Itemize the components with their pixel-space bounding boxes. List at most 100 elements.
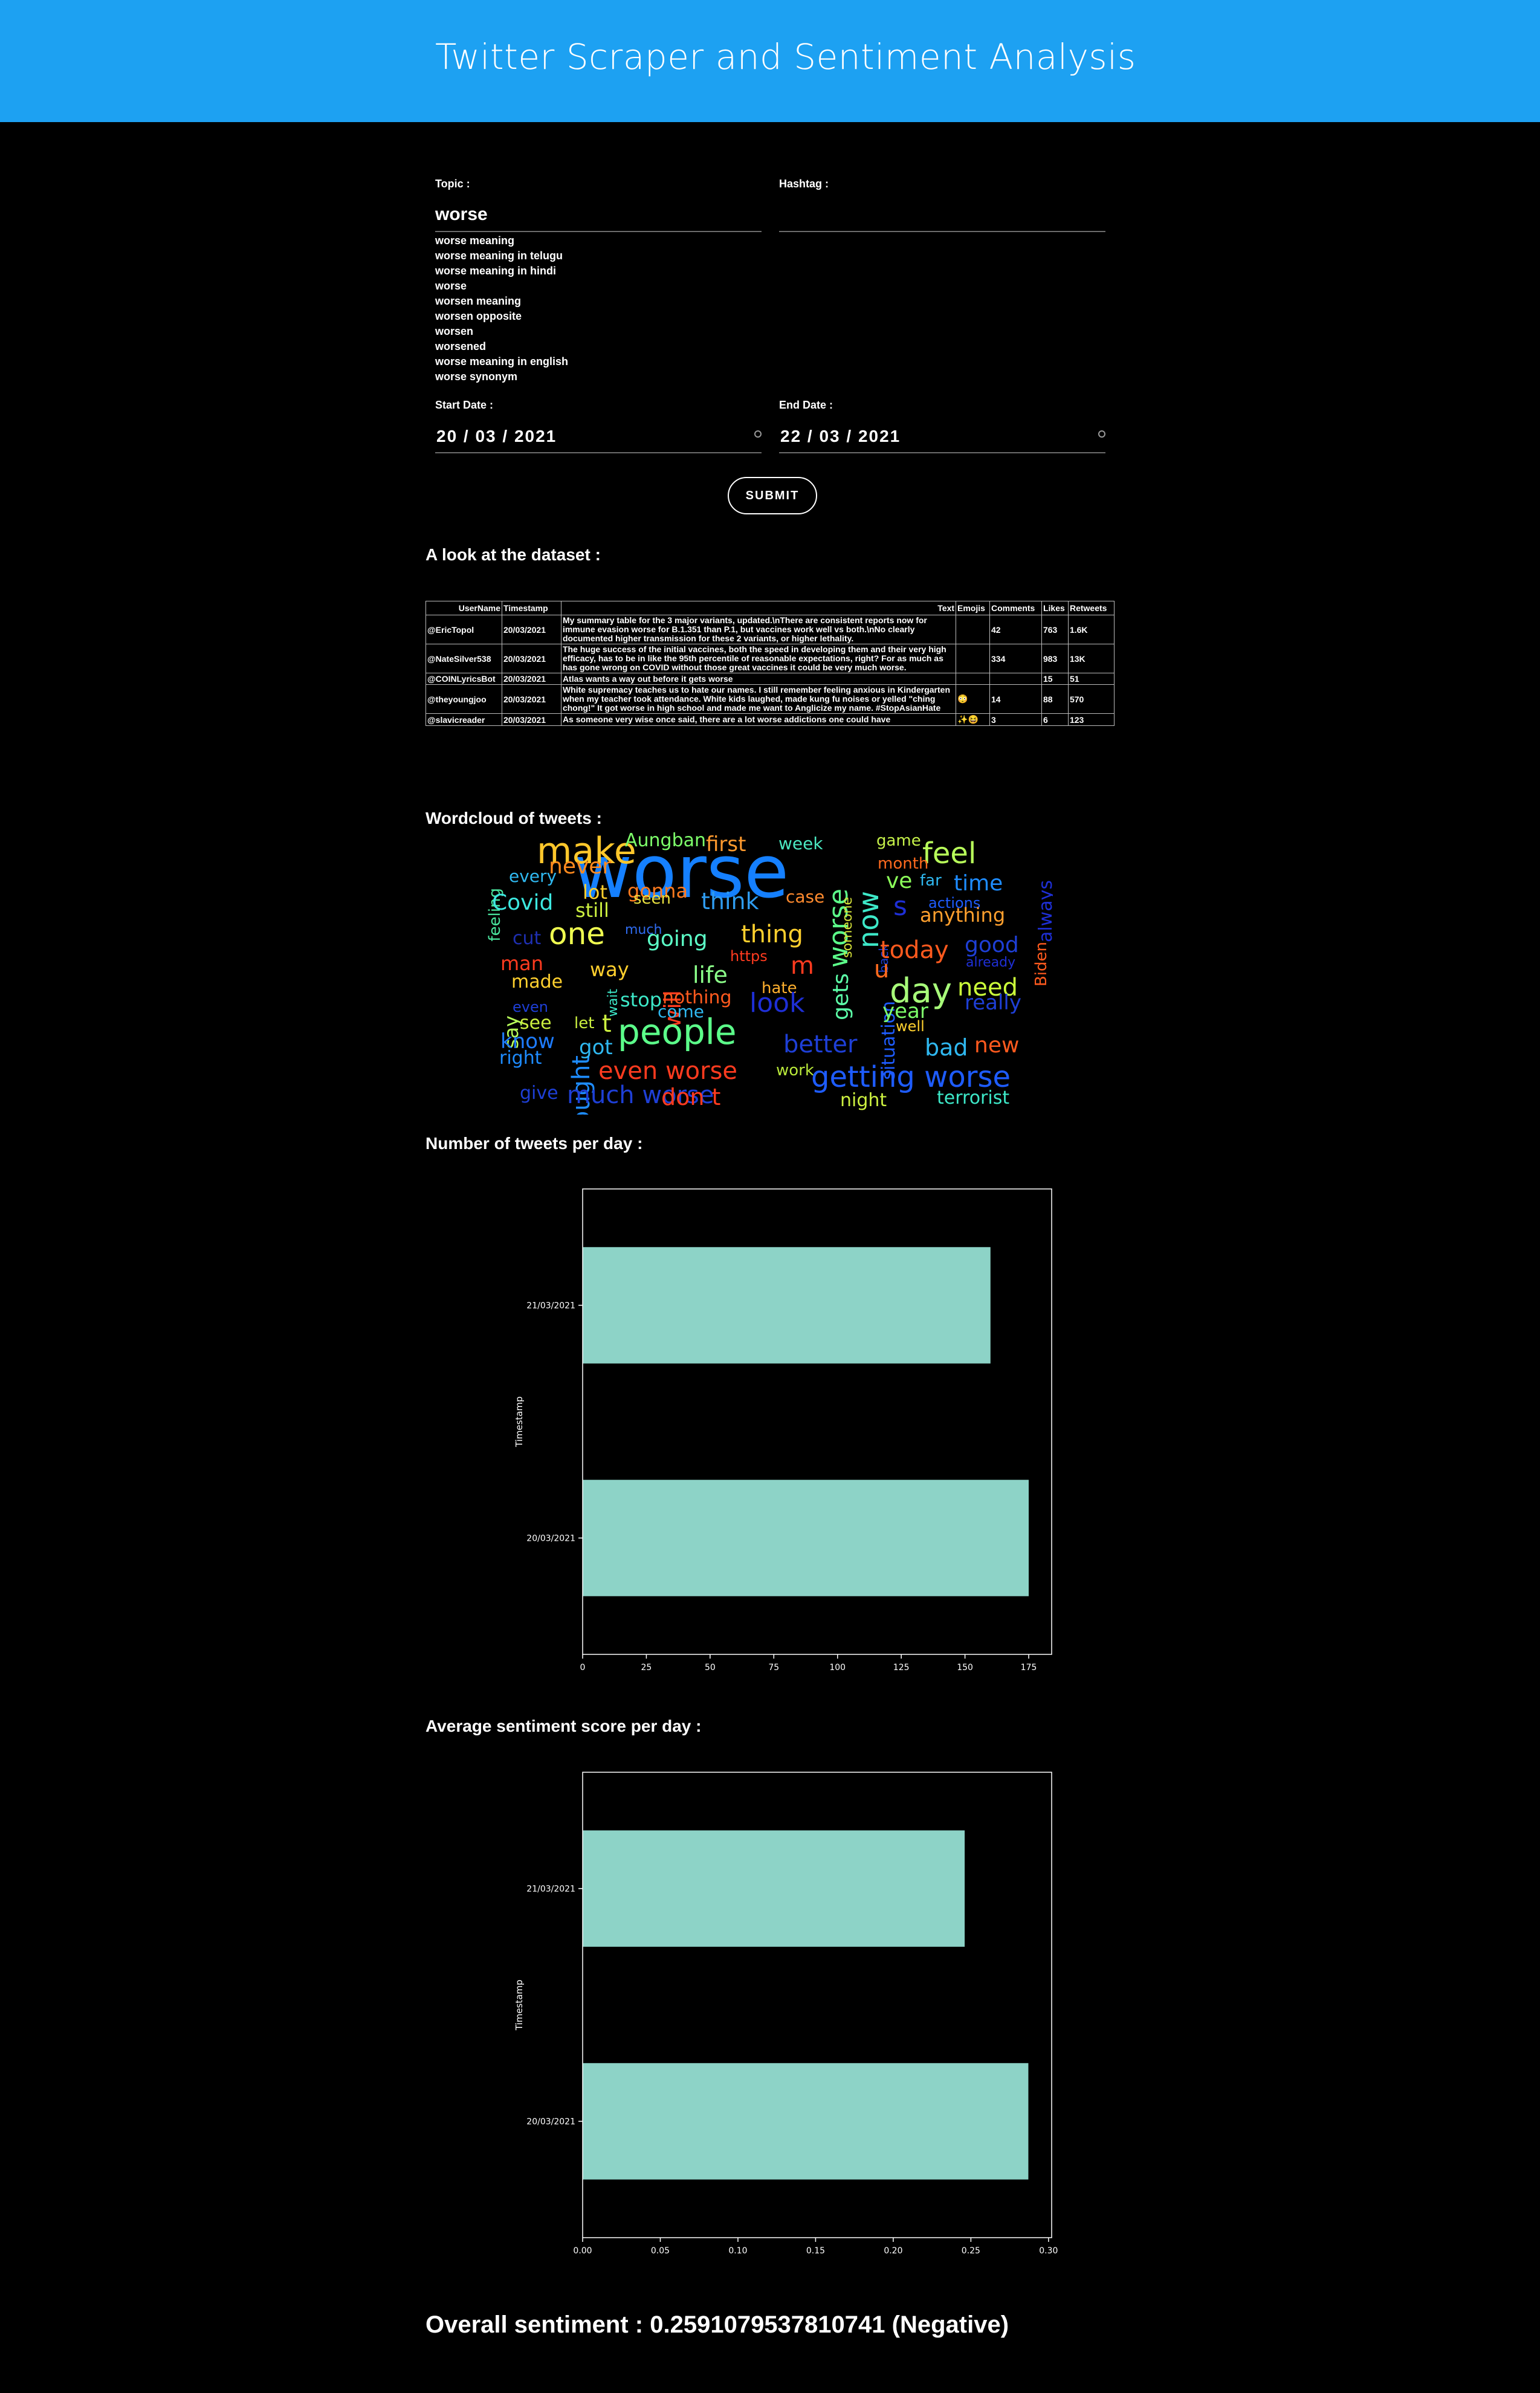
wordcloud-word: Biden — [1032, 942, 1050, 987]
cell-likes: 983 — [1041, 644, 1069, 673]
tweets-per-day-chart: 21/03/2021 20/03/2021 0 25 50 75 100 125 150 175 T… — [425, 1182, 1115, 1680]
calendar-icon[interactable] — [754, 430, 762, 438]
bar — [583, 2063, 1029, 2180]
cell-timestamp: 20/03/2021 — [501, 673, 561, 685]
wordcloud-word: going — [647, 927, 708, 951]
column-header-likes: Likes — [1041, 601, 1069, 615]
topic-input[interactable]: worse — [435, 199, 762, 232]
cell-username: @NateSilver538 — [425, 644, 502, 673]
wordcloud-word: always — [1035, 880, 1053, 943]
cell-likes: 763 — [1041, 615, 1069, 644]
wordcloud-word: really — [965, 991, 1021, 1015]
x-tick-label: 0.00 — [573, 2246, 592, 2256]
cell-timestamp: 20/03/2021 — [501, 615, 561, 644]
cell-emojis — [956, 644, 990, 673]
wordcloud-word: anything — [920, 904, 1006, 927]
wordcloud-image: worse make Aungban first week game feel never ev… — [482, 831, 1053, 1115]
wordcloud-word: night — [840, 1090, 887, 1111]
start-date-input[interactable]: 20 / 03 / 2021 — [435, 421, 762, 453]
end-date-value: 22 / 03 / 2021 — [780, 427, 901, 445]
topic-label: Topic : — [435, 178, 470, 190]
cell-text: White supremacy teaches us to hate our n… — [560, 684, 957, 714]
wordcloud-word: m — [791, 952, 814, 980]
wordcloud-word: Aungban — [625, 831, 707, 851]
wordcloud-word: month — [878, 855, 929, 873]
wordcloud-word: year — [882, 999, 928, 1023]
app-header: Twitter Scraper and Sentiment Analysis — [0, 0, 1540, 122]
table-row: @COINLyricsBot 20/03/2021 Atlas wants a wa… — [425, 673, 1115, 685]
wordcloud-word: getting worse — [811, 1060, 1011, 1094]
cell-text: As someone very wise once said, there ar… — [560, 713, 957, 726]
wordcloud-word: much worse — [567, 1081, 714, 1109]
bar — [583, 1480, 1029, 1596]
x-tick-label: 100 — [829, 1663, 846, 1673]
wordcloud-word: still — [575, 899, 609, 922]
cell-comments — [989, 673, 1042, 685]
suggestion-item[interactable]: worse meaning in hindi — [435, 265, 557, 277]
x-tick-label: 0.25 — [962, 2246, 980, 2256]
suggestion-item[interactable]: worsen — [435, 325, 474, 337]
table-row: @NateSilver538 20/03/2021 The huge success… — [425, 644, 1115, 673]
hashtag-label: Hashtag : — [779, 178, 829, 190]
hashtag-input[interactable] — [779, 199, 1105, 232]
cell-timestamp: 20/03/2021 — [501, 713, 561, 726]
column-header-emojis: Emojis — [956, 601, 990, 615]
wordcloud-word: case — [786, 887, 825, 907]
suggestion-item[interactable]: worse meaning — [435, 235, 515, 247]
topic-suggestions: worse meaning worse meaning in telugu wors… — [435, 233, 762, 384]
suggestion-item[interactable]: worsen opposite — [435, 310, 522, 322]
x-tick-label: 0.30 — [1039, 2246, 1058, 2256]
wordcloud-word: today — [880, 936, 949, 964]
wordcloud-word: thing — [741, 921, 803, 948]
wordcloud-word: made — [511, 971, 563, 992]
cell-timestamp: 20/03/2021 — [501, 684, 561, 714]
plot-frame — [582, 1772, 1052, 2238]
cell-timestamp: 20/03/2021 — [501, 644, 561, 673]
wordcloud-word: actions — [928, 895, 981, 912]
suggestion-item[interactable]: worse synonym — [435, 371, 518, 383]
dataset-table: UserName Timestamp Text Emojis Comments Likes… — [425, 601, 1115, 726]
plot-frame — [582, 1188, 1052, 1655]
suggestion-item[interactable]: worse meaning in english — [435, 355, 569, 368]
wordcloud-word: first — [706, 832, 746, 856]
topic-input-value: worse — [435, 204, 488, 224]
x-tick-label: 175 — [1021, 1663, 1037, 1673]
calendar-icon[interactable] — [1098, 430, 1105, 438]
y-tick-label: 20/03/2021 — [526, 1534, 575, 1544]
x-tick-label: 0.20 — [884, 2246, 902, 2256]
dataset-title: A look at the dataset : — [425, 545, 601, 564]
wordcloud-word: day — [890, 971, 953, 1011]
wordcloud-word: think — [701, 888, 759, 915]
wordcloud-word: already — [966, 955, 1016, 970]
cell-retweets: 51 — [1067, 673, 1115, 685]
bar — [583, 1247, 991, 1364]
end-date-input[interactable]: 22 / 03 / 2021 — [779, 421, 1105, 453]
y-tick-label: 21/03/2021 — [526, 1301, 575, 1311]
wordcloud-word: make — [537, 831, 636, 872]
wordcloud-word: right — [499, 1048, 542, 1069]
wordcloud-word: people — [618, 1011, 737, 1052]
wordcloud-word: terrorist — [937, 1087, 1010, 1109]
suggestion-item[interactable]: worse — [435, 280, 467, 292]
suggestion-item[interactable]: worsen meaning — [435, 295, 522, 307]
wordcloud-word: don t — [661, 1084, 721, 1110]
sentiment-per-day-chart: 21/03/2021 20/03/2021 0.00 0.05 0.10 0.15 0.20… — [425, 1765, 1115, 2264]
wordcloud-word: far — [920, 872, 942, 890]
cell-emojis — [956, 615, 990, 644]
wordcloud-word: way — [590, 958, 629, 981]
column-header-comments: Comments — [989, 601, 1042, 615]
column-header-retweets: Retweets — [1067, 601, 1115, 615]
wordcloud-word: need — [957, 974, 1018, 1002]
wordcloud-word: even — [513, 999, 548, 1015]
submit-button[interactable]: SUBMIT — [728, 477, 817, 514]
suggestion-item[interactable]: worsened — [435, 340, 487, 352]
cell-likes: 15 — [1041, 673, 1069, 685]
wordcloud-word: stop — [620, 988, 662, 1011]
suggestion-item[interactable]: worse meaning in telugu — [435, 250, 563, 262]
wordcloud-word: https — [730, 948, 768, 965]
wordcloud-word: life — [693, 962, 728, 988]
table-row: @slavicreader 20/03/2021 As someone very w… — [425, 713, 1115, 726]
wordcloud-word: hate — [762, 979, 797, 997]
start-date-value: 20 / 03 / 2021 — [436, 427, 557, 445]
wordcloud-word: bad — [925, 1034, 968, 1061]
